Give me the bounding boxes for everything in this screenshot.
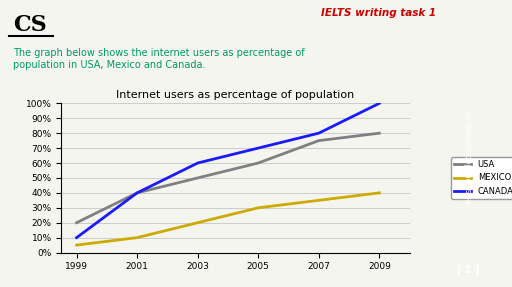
USA: [376, 131, 382, 135]
MEXICO: [376, 191, 382, 195]
CANADA: [134, 191, 140, 195]
Line: MEXICO: MEXICO: [77, 193, 379, 245]
CANADA: [195, 161, 201, 165]
Text: ielts.completesuccess.in: ielts.completesuccess.in: [464, 111, 473, 204]
MEXICO: [316, 199, 322, 202]
Line: USA: USA: [77, 133, 379, 223]
CANADA: [316, 131, 322, 135]
CANADA: [376, 102, 382, 105]
Title: Internet users as percentage of population: Internet users as percentage of populati…: [116, 90, 355, 100]
USA: [255, 161, 261, 165]
MEXICO: [255, 206, 261, 210]
USA: [134, 191, 140, 195]
USA: [316, 139, 322, 142]
CANADA: [74, 236, 80, 239]
MEXICO: [74, 243, 80, 247]
Text: [ 1 ]: [ 1 ]: [457, 265, 480, 275]
Text: CS: CS: [13, 14, 47, 36]
USA: [195, 176, 201, 180]
Line: CANADA: CANADA: [77, 103, 379, 238]
USA: [74, 221, 80, 224]
CANADA: [255, 146, 261, 150]
Legend: USA, MEXICO, CANADA: USA, MEXICO, CANADA: [451, 157, 512, 199]
Text: IELTS writing task 1: IELTS writing task 1: [322, 8, 437, 18]
MEXICO: [195, 221, 201, 224]
MEXICO: [134, 236, 140, 239]
Text: The graph below shows the internet users as percentage of
population in USA, Mex: The graph below shows the internet users…: [13, 48, 305, 70]
